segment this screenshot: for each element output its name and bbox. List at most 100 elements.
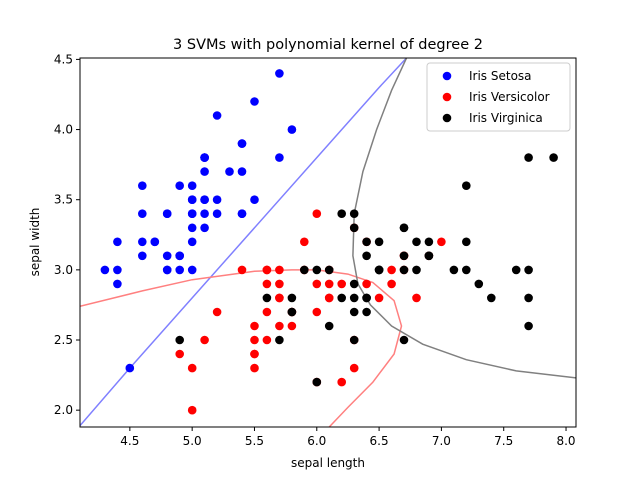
point-series-2-39 <box>262 265 272 275</box>
point-series-1-14 <box>100 265 110 275</box>
point-series-1-36 <box>187 237 197 247</box>
point-series-2-9 <box>387 279 396 289</box>
point-series-2-11 <box>187 405 197 415</box>
chart-title: 3 SVMs with polynomial kernel of degree … <box>173 37 483 53</box>
point-series-2-25 <box>362 279 371 289</box>
point-series-2-41 <box>250 321 259 331</box>
point-series-3-7 <box>175 335 184 345</box>
point-series-1-18 <box>200 195 209 204</box>
point-series-1-35 <box>175 251 184 261</box>
point-series-3-13 <box>412 265 421 275</box>
point-series-3-11 <box>374 237 384 247</box>
point-series-2-8 <box>175 349 184 359</box>
x-tick-label: 6.5 <box>370 434 389 448</box>
point-series-1-38 <box>175 181 184 190</box>
point-series-2-10 <box>212 307 222 317</box>
point-series-2-38 <box>349 363 359 373</box>
point-series-3-28 <box>324 265 334 275</box>
point-series-1-46 <box>162 265 172 275</box>
point-series-2-35 <box>237 265 247 275</box>
legend-marker-3 <box>442 113 452 123</box>
point-series-1-47 <box>200 153 209 162</box>
plot-frame <box>79 57 577 428</box>
point-series-1-29 <box>212 209 222 218</box>
point-series-3-39 <box>312 265 322 275</box>
point-series-1-24 <box>200 223 209 233</box>
legend-label-1: Iris Setosa <box>469 69 532 83</box>
point-series-2-1 <box>437 237 446 247</box>
point-series-2-4 <box>250 363 259 373</box>
point-series-3-1 <box>349 223 359 233</box>
point-series-1-5 <box>187 181 197 190</box>
point-series-3-3 <box>449 265 459 275</box>
point-series-3-42 <box>424 251 434 261</box>
point-series-2-43 <box>287 321 297 331</box>
point-series-3-46 <box>399 265 409 275</box>
point-series-3-23 <box>524 293 533 303</box>
x-tick-label: 5.5 <box>245 434 264 448</box>
point-series-1-34 <box>250 97 259 106</box>
point-series-1-30 <box>150 237 160 247</box>
point-series-2-44 <box>187 363 197 373</box>
point-series-3-16 <box>362 237 371 247</box>
point-series-2-24 <box>324 293 334 303</box>
legend-marker-1 <box>442 71 452 81</box>
point-series-1-37 <box>250 195 259 204</box>
point-series-3-9 <box>399 335 409 345</box>
x-tick-label: 5.0 <box>183 434 202 448</box>
x-tick-label: 6.0 <box>307 434 326 448</box>
point-series-2-27 <box>412 293 421 303</box>
point-series-2-40 <box>250 335 259 345</box>
point-series-1-11 <box>237 167 247 176</box>
y-tick-label: 4.0 <box>54 123 73 137</box>
point-series-1-17 <box>237 139 247 148</box>
point-series-1-50 <box>187 223 197 233</box>
x-tick-label: 7.5 <box>494 434 513 448</box>
point-series-3-12 <box>362 307 371 317</box>
legend-label-2: Iris Versicolor <box>469 90 550 104</box>
point-series-1-48 <box>138 237 147 247</box>
point-series-1-7 <box>138 209 147 218</box>
point-series-2-29 <box>312 279 322 289</box>
point-series-3-15 <box>287 293 297 303</box>
point-series-3-26 <box>462 237 471 247</box>
decision-boundary-2 <box>80 269 403 427</box>
point-series-3-47 <box>349 335 359 345</box>
point-series-1-32 <box>237 209 247 218</box>
point-series-2-20 <box>262 335 272 345</box>
point-series-3-30 <box>462 265 471 275</box>
x-tick-label: 7.0 <box>432 434 451 448</box>
point-series-3-6 <box>511 265 521 275</box>
point-series-2-14 <box>324 279 334 289</box>
legend: Iris Setosa Iris Versicolor Iris Virginica <box>426 62 571 132</box>
point-series-2-36 <box>312 209 322 218</box>
point-series-3-45 <box>399 223 409 233</box>
point-series-3-34 <box>349 293 359 303</box>
point-series-3-8 <box>474 279 484 289</box>
point-series-3-18 <box>524 153 533 162</box>
point-series-2-47 <box>275 279 284 289</box>
point-series-2-30 <box>275 321 284 331</box>
point-series-3-38 <box>362 251 371 261</box>
legend-box <box>426 62 571 132</box>
point-series-2-19 <box>337 377 347 387</box>
point-series-1-19 <box>275 153 284 162</box>
point-series-2-46 <box>275 265 284 275</box>
x-tick-label: 8.0 <box>556 434 575 448</box>
point-series-3-31 <box>487 293 496 303</box>
point-series-2-32 <box>250 349 259 359</box>
point-series-2-45 <box>262 307 272 317</box>
point-series-3-4 <box>349 279 359 289</box>
y-tick-label: 3.0 <box>54 263 73 277</box>
point-series-3-14 <box>275 335 284 345</box>
point-series-3-33 <box>362 293 371 303</box>
point-series-1-9 <box>113 279 122 289</box>
point-series-1-15 <box>287 125 297 134</box>
legend-marker-2 <box>442 92 452 102</box>
point-series-1-28 <box>212 195 222 204</box>
point-series-3-48 <box>374 265 384 275</box>
point-series-1-39 <box>113 265 122 275</box>
y-tick-label: 2.5 <box>54 333 73 347</box>
point-series-3-37 <box>349 209 359 218</box>
